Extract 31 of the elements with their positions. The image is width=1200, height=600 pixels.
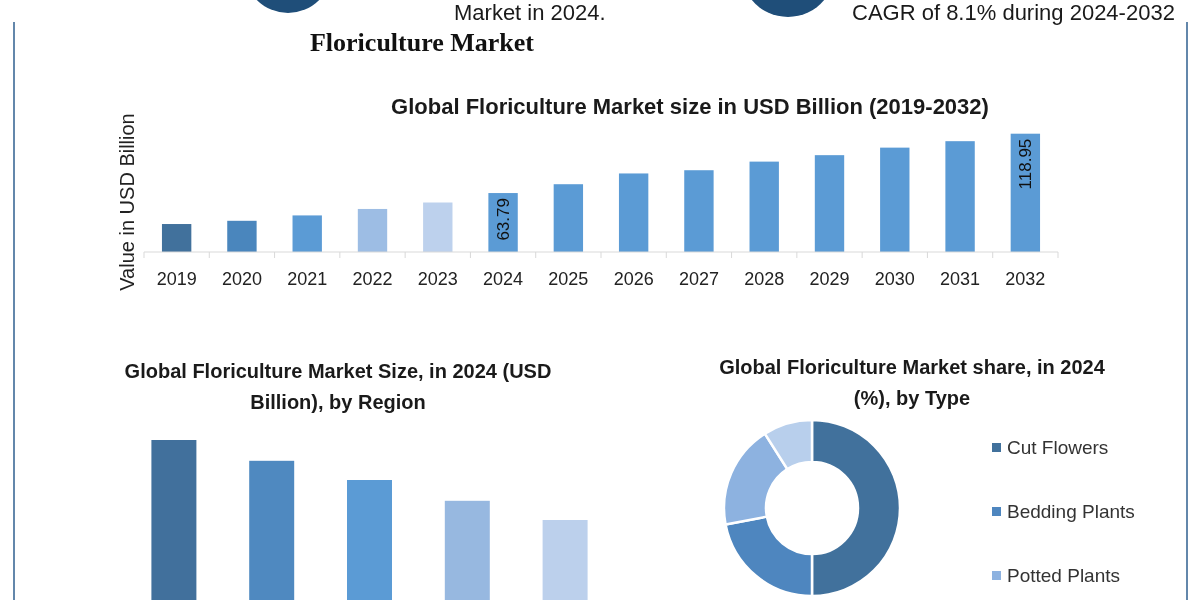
x-tick-label: 2031 — [940, 269, 981, 289]
x-tick-label: 2029 — [809, 269, 850, 289]
chart-title: Global Floriculture Market share, in 2024 (%), by Type — [719, 356, 1106, 409]
bar — [542, 520, 588, 600]
y-axis-title: Value in USD Billion — [116, 113, 138, 291]
text: Market in 2024. — [454, 0, 606, 25]
x-tick-label: 2022 — [352, 269, 393, 289]
x-tick-label: 2019 — [156, 269, 197, 289]
text: CAGR of 8.1% during 2024-2032 — [852, 0, 1175, 25]
legend-label: Potted Plants — [1007, 565, 1121, 586]
bar — [347, 480, 392, 600]
chart-title: Global Floriculture Market size in USD Billion (2019-2032) — [391, 94, 989, 119]
data-label: 118.95 — [1016, 138, 1036, 190]
bar — [151, 440, 197, 600]
x-tick-label: 2032 — [1005, 269, 1046, 289]
chart-title: Global Floriculture Market Size, in 2024 (USD Billion), by Region — [124, 360, 552, 413]
bar — [249, 460, 295, 600]
x-tick-label: 2030 — [874, 269, 915, 289]
x-tick-label: 2023 — [417, 269, 458, 289]
x-tick-label: 2027 — [678, 269, 719, 289]
data-label: 63.79 — [494, 198, 514, 241]
x-tick-label: 2020 — [221, 269, 262, 289]
text: Floriculture Market — [309, 28, 535, 57]
x-tick-label: 2021 — [287, 269, 328, 289]
x-tick-label: 2025 — [548, 269, 589, 289]
legend-label: Cut Flowers — [1007, 437, 1109, 458]
x-tick-label: 2024 — [483, 269, 524, 289]
bar — [444, 500, 490, 600]
x-tick-label: 2028 — [744, 269, 785, 289]
legend-label: Bedding Plants — [1007, 501, 1135, 522]
x-tick-label: 2026 — [613, 269, 654, 289]
